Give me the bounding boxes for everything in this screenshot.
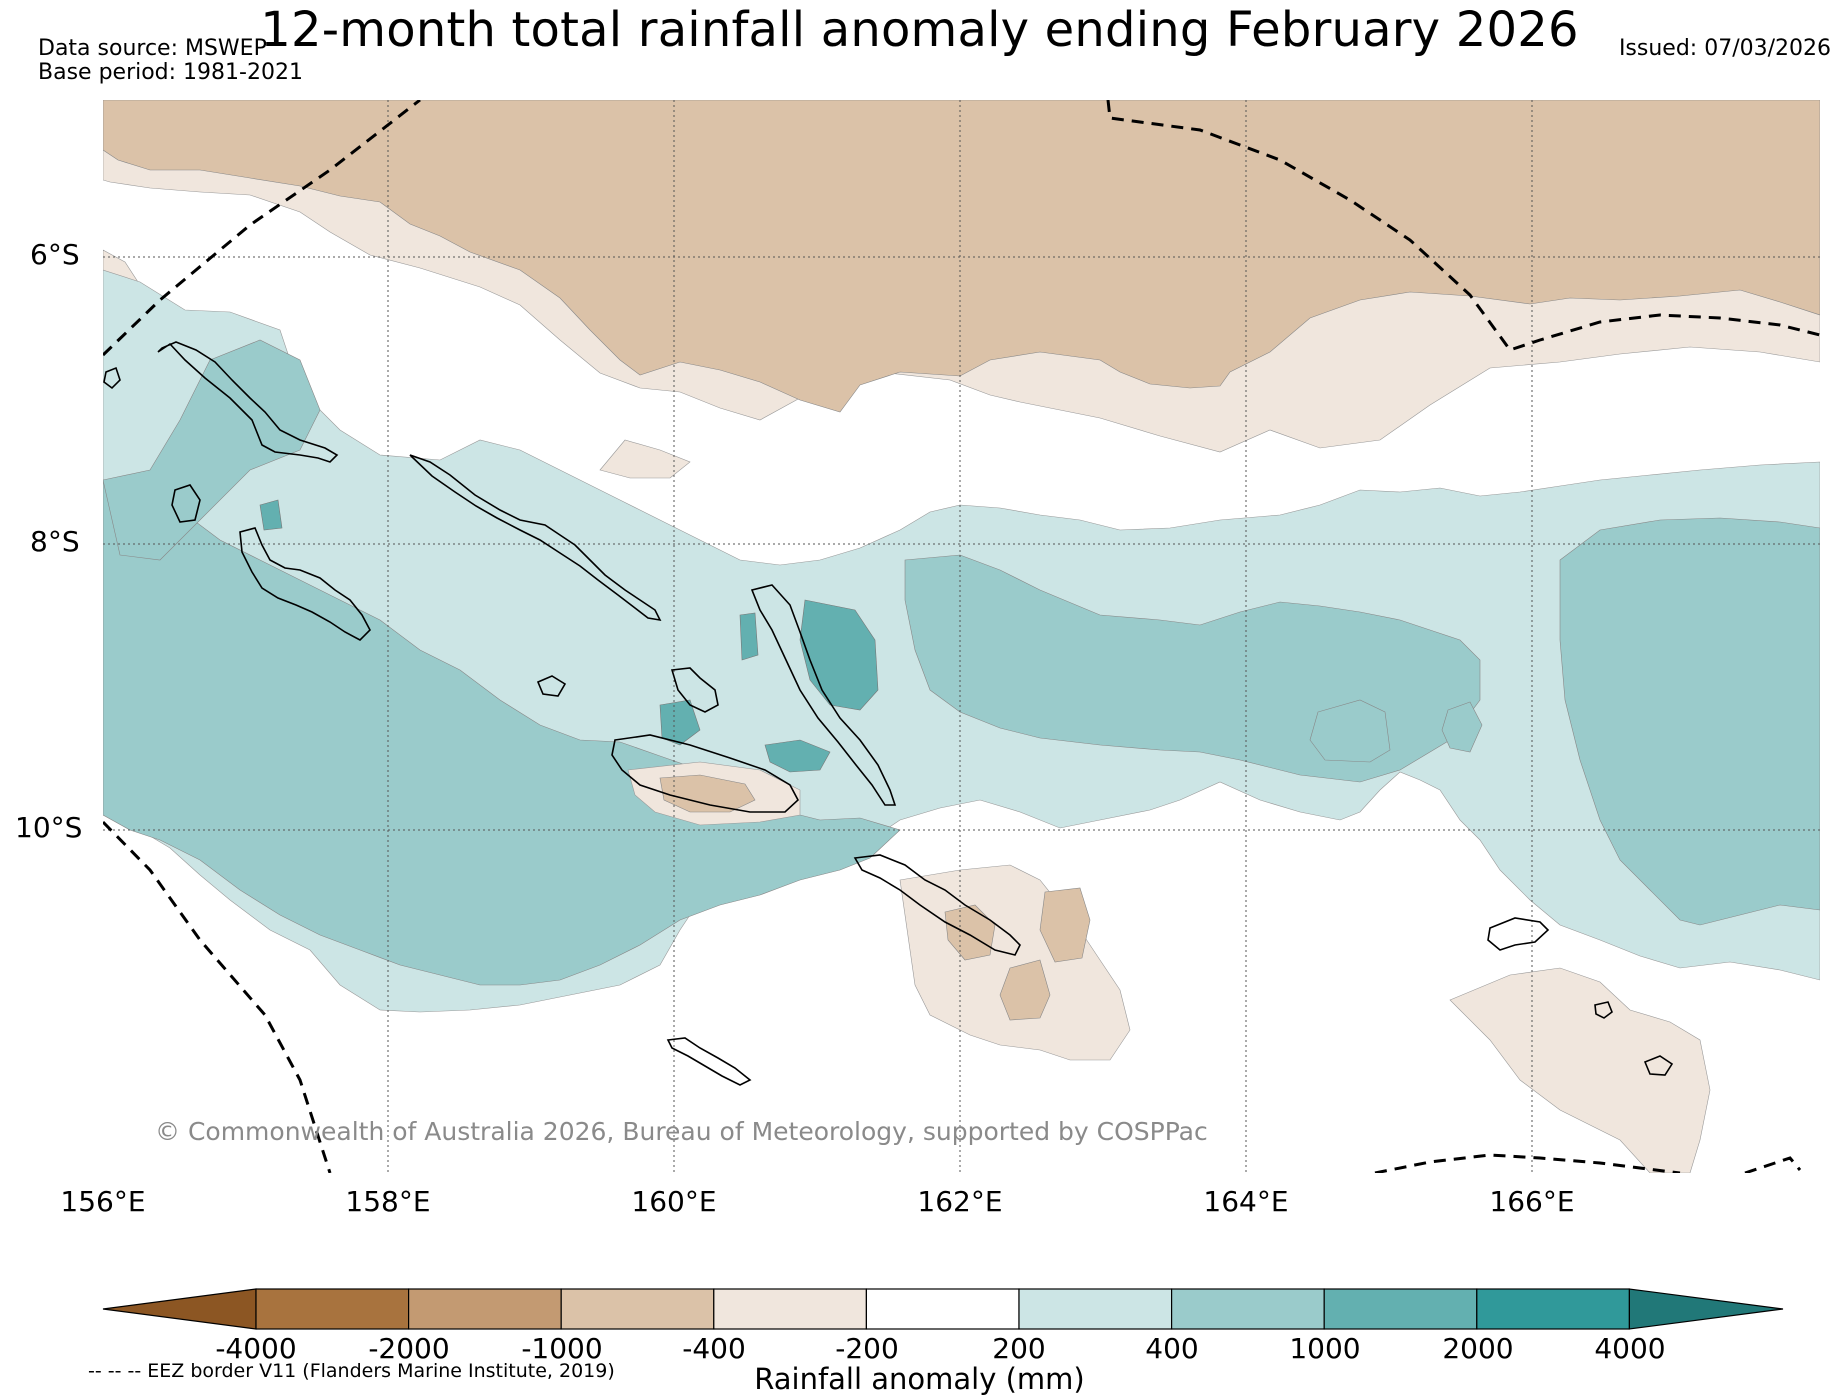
wet-anomaly-zone-east bbox=[1559, 517, 1820, 926]
issued-date-label: Issued: 07/03/2026 bbox=[1618, 36, 1831, 61]
dry-anomaly-zone-mid bbox=[599, 439, 691, 479]
bougainville-coast bbox=[157, 341, 339, 463]
new-georgia-coast-west bbox=[171, 484, 201, 523]
dry-anomaly-zone-guadalcanal bbox=[659, 774, 756, 813]
colorbar-segment bbox=[255, 1288, 410, 1330]
wet-anomaly-zone-patch bbox=[1309, 699, 1391, 763]
island-coast bbox=[1643, 1055, 1674, 1076]
colorbar-segment bbox=[1018, 1288, 1173, 1330]
colorbar-segment bbox=[1476, 1288, 1631, 1330]
dry-anomaly-zone bbox=[103, 100, 1820, 413]
wet-anomaly-zone-patch bbox=[1441, 701, 1483, 753]
dry-anomaly-zone-south bbox=[1039, 887, 1091, 963]
colorbar-segment bbox=[865, 1288, 1020, 1330]
eez-border-south-east bbox=[1374, 1153, 1802, 1173]
longitude-label-164e: 164°E bbox=[1203, 1185, 1289, 1218]
colorbar-tick-label: -1000 bbox=[521, 1332, 603, 1365]
colorbar-tick-label: -200 bbox=[835, 1332, 899, 1365]
strong-wet-patch bbox=[259, 499, 283, 531]
base-period-label: Base period: 1981-2021 bbox=[38, 60, 303, 85]
colorbar-tick-label: 200 bbox=[992, 1332, 1046, 1365]
malaita-coast bbox=[670, 667, 719, 713]
longitude-label-160e: 160°E bbox=[631, 1185, 717, 1218]
colorbar-segment bbox=[560, 1288, 715, 1330]
makira-coast bbox=[853, 854, 1021, 956]
eez-border-north-west bbox=[103, 100, 421, 357]
longitude-label-158e: 158°E bbox=[345, 1185, 431, 1218]
colorbar-tick-label: -2000 bbox=[368, 1332, 450, 1365]
eez-legend-note: -- -- -- EEZ border V11 (Flanders Marine… bbox=[88, 1360, 615, 1382]
rennell-coast bbox=[666, 1037, 752, 1086]
wet-anomaly-zone bbox=[103, 479, 901, 986]
graticule bbox=[103, 100, 1820, 1173]
coastlines bbox=[103, 341, 1674, 1086]
santa-cruz-coast bbox=[1487, 917, 1550, 951]
eez-borders bbox=[103, 100, 1820, 1173]
colorbar-segment bbox=[713, 1288, 867, 1330]
colorbar-extend-high bbox=[1628, 1288, 1784, 1330]
data-source-label: Data source: MSWEP bbox=[38, 36, 267, 61]
colorbar-segment bbox=[408, 1288, 562, 1330]
strong-wet-patch bbox=[739, 612, 759, 661]
map-title: 12-month total rainfall anomaly ending F… bbox=[260, 2, 1579, 58]
dry-anomaly-zone-vanuatu bbox=[1449, 967, 1711, 1173]
island-coast bbox=[103, 366, 121, 390]
new-georgia-coast bbox=[239, 527, 371, 641]
dry-anomaly-zone-south bbox=[944, 904, 996, 961]
colorbar-tick-label: 4000 bbox=[1594, 1332, 1666, 1365]
wet-anomaly-zone-west bbox=[103, 339, 321, 561]
strong-wet-patch bbox=[764, 739, 831, 773]
latitude-label-10s: 10°S bbox=[15, 811, 83, 844]
colorbar-segment bbox=[1323, 1288, 1478, 1330]
latitude-label-8s: 8°S bbox=[30, 525, 80, 558]
colorbar-tick-label: -400 bbox=[682, 1332, 746, 1365]
anomaly-fields bbox=[103, 100, 1820, 1173]
dry-anomaly-zone-south bbox=[999, 959, 1051, 1021]
longitude-label-162e: 162°E bbox=[917, 1185, 1003, 1218]
eez-border-south-west bbox=[103, 820, 332, 1173]
colorbar-tick-label: 2000 bbox=[1442, 1332, 1514, 1365]
colorbar-tick-label: 400 bbox=[1145, 1332, 1199, 1365]
choiseul-coast bbox=[409, 454, 662, 622]
strong-wet-patch bbox=[659, 699, 701, 746]
longitude-label-166e: 166°E bbox=[1489, 1185, 1575, 1218]
eez-border-north-east bbox=[1106, 100, 1820, 352]
santa-isabel-coast bbox=[750, 584, 897, 806]
guadalcanal-coast bbox=[611, 734, 799, 813]
island-coast bbox=[1594, 1001, 1613, 1019]
colorbar-tick-label: -4000 bbox=[215, 1332, 297, 1365]
colorbar-extend-low bbox=[102, 1288, 257, 1330]
longitude-label-156e: 156°E bbox=[60, 1185, 146, 1218]
colorbar-segment bbox=[1170, 1288, 1325, 1330]
colorbar-tick-label: 1000 bbox=[1289, 1332, 1361, 1365]
island-coast bbox=[536, 675, 567, 697]
copyright-notice: © Commonwealth of Australia 2026, Bureau… bbox=[155, 1117, 1208, 1146]
latitude-label-6s: 6°S bbox=[30, 238, 80, 271]
